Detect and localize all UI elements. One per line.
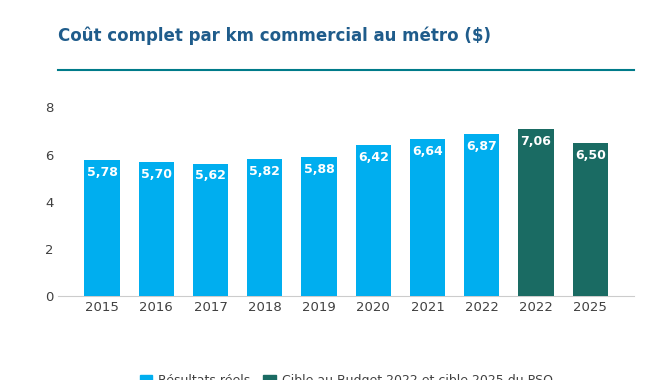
Text: 5,88: 5,88: [303, 163, 334, 176]
Bar: [410, 139, 445, 296]
Text: 6,87: 6,87: [466, 140, 497, 153]
Bar: [518, 130, 554, 296]
Bar: [464, 134, 499, 296]
Text: 6,64: 6,64: [412, 145, 443, 158]
Bar: [302, 157, 336, 296]
Text: 5,78: 5,78: [87, 166, 118, 179]
Bar: [84, 160, 120, 296]
Text: 5,62: 5,62: [195, 169, 226, 182]
Bar: [247, 159, 282, 296]
Bar: [573, 143, 608, 296]
Text: 7,06: 7,06: [521, 135, 551, 148]
Text: 5,70: 5,70: [141, 168, 172, 180]
Text: 6,50: 6,50: [575, 149, 606, 162]
Text: 5,82: 5,82: [249, 165, 280, 178]
Bar: [138, 162, 174, 296]
Bar: [193, 163, 228, 296]
Legend: Résultats réels, Cible au Budget 2022 et cible 2025 du PSO: Résultats réels, Cible au Budget 2022 et…: [135, 369, 558, 380]
Text: 6,42: 6,42: [358, 150, 389, 163]
Text: Coût complet par km commercial au métro ($): Coût complet par km commercial au métro …: [58, 27, 491, 45]
Bar: [356, 145, 391, 296]
